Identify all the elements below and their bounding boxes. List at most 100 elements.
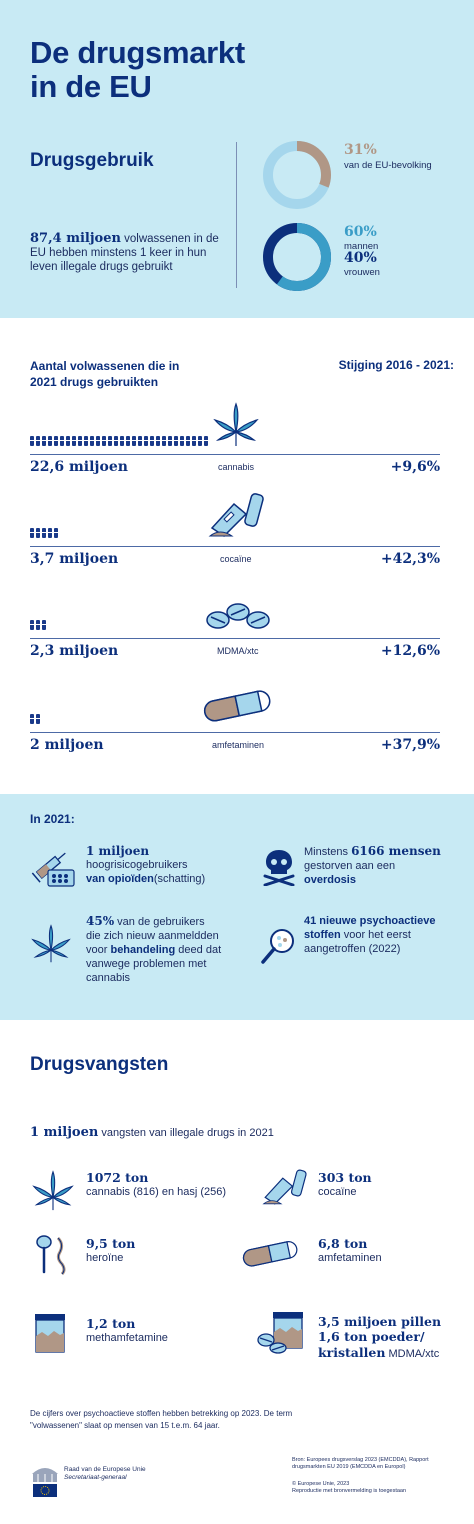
row-line <box>30 454 440 455</box>
new-substances-text: 41 nieuwe psychoactieve stoffen voor het… <box>304 915 436 955</box>
person-icon <box>204 436 208 446</box>
person-icon <box>102 436 106 446</box>
drug-use-summary: 87,4 miljoen volwassenen in de EU hebben… <box>30 231 219 274</box>
person-icon <box>120 436 124 446</box>
population-label: van de EU-bevolking <box>344 160 432 171</box>
council-name: Raad van de Europese Unie Secretariaat-g… <box>64 1466 146 1481</box>
person-icon <box>78 436 82 446</box>
in-2021-section: In 2021: 1 miljoen hoogrisicogebruikers … <box>0 794 474 1020</box>
jar-pills-icon <box>257 1312 303 1354</box>
person-icon <box>30 528 34 538</box>
users-heading: Aantal volwassenen die in 2021 drugs geb… <box>30 359 180 389</box>
row-line <box>30 546 440 547</box>
donut-population-segment <box>263 141 331 209</box>
change-cocaine: +42,3% <box>380 551 440 567</box>
person-icon <box>168 436 172 446</box>
person-icon <box>84 436 88 446</box>
in-2021-heading: In 2021: <box>30 812 75 826</box>
men-label: mannen <box>344 241 379 252</box>
person-icon <box>192 436 196 446</box>
person-icon <box>60 436 64 446</box>
capsule-icon <box>203 690 271 722</box>
person-icon <box>126 436 130 446</box>
overdose-text: Minstens 6166 mensen gestorven aan een o… <box>304 844 441 886</box>
spoon-icon <box>36 1235 66 1276</box>
footnote: De cijfers over psychoactieve stoffen he… <box>30 1409 293 1430</box>
person-icon <box>132 436 136 446</box>
person-icon <box>186 436 190 446</box>
person-icon <box>42 620 46 630</box>
copyright: © Europese Unie, 2023 Reproductie met br… <box>292 1481 407 1494</box>
source: Bron: Europees drugsverslag 2023 (EMCDDA… <box>292 1457 429 1470</box>
cannabis-leaf-icon <box>213 402 259 446</box>
razor-blade-icon <box>208 493 264 537</box>
seizure-amphetamines: 6,8 ton amfetaminen <box>318 1236 382 1264</box>
drug-mdma: MDMA/xtc <box>217 646 259 656</box>
seizures-summary: 1 miljoen vangsten van illegale drugs in… <box>30 1125 274 1140</box>
skull-icon <box>263 850 295 886</box>
drug-cannabis: cannabis <box>218 462 255 472</box>
women-pct: 40% <box>344 250 377 266</box>
people-icons-cannabis <box>30 436 210 449</box>
donut-men-segment <box>263 223 331 291</box>
drug-use-heading: Drugsgebruik <box>30 150 154 171</box>
person-icon <box>30 436 34 446</box>
seizure-cocaine: 303 ton cocaïne <box>318 1170 372 1198</box>
opioid-users-text: 1 miljoen hoogrisicogebruikers van opioï… <box>86 844 206 885</box>
gender-donut <box>263 223 331 291</box>
jar-icon <box>35 1314 65 1353</box>
cannabis-leaf-icon <box>31 924 71 963</box>
person-icon <box>42 436 46 446</box>
amount-amphetamines: 2 miljoen <box>30 737 104 753</box>
razor-blade-icon <box>262 1169 307 1205</box>
change-amphetamines: +37,9% <box>380 737 440 753</box>
person-icon <box>162 436 166 446</box>
seizure-heroin: 9,5 ton heroïne <box>86 1236 136 1264</box>
person-icon <box>90 436 94 446</box>
person-icon <box>36 620 40 630</box>
amount-cannabis: 22,6 miljoen <box>30 459 128 475</box>
drug-cocaine: cocaïne <box>220 554 252 564</box>
person-icon <box>180 436 184 446</box>
cannabis-leaf-icon <box>32 1170 74 1211</box>
person-icon <box>30 714 34 724</box>
page-title: De drugsmarkt in de EU <box>30 35 245 104</box>
header-section: De drugsmarkt in de EU Drugsgebruik 87,4… <box>0 0 474 318</box>
person-icon <box>36 714 40 724</box>
drug-amphetamines: amfetaminen <box>212 740 265 750</box>
person-icon <box>144 436 148 446</box>
person-icon <box>72 436 76 446</box>
seizure-methamphetamine: 1,2 ton methamfetamine <box>86 1316 168 1344</box>
seizure-cannabis: 1072 ton cannabis (816) en hasj (256) <box>86 1170 227 1198</box>
seizure-mdma: 3,5 miljoen pillen 1,6 ton poeder/ krist… <box>318 1314 442 1360</box>
person-icon <box>54 528 58 538</box>
person-icon <box>36 528 40 538</box>
person-icon <box>54 436 58 446</box>
amount-cocaine: 3,7 miljoen <box>30 551 119 567</box>
increase-heading: Stijging 2016 - 2021: <box>338 358 454 372</box>
person-icon <box>42 528 46 538</box>
syringe-icon <box>31 852 75 887</box>
person-icon <box>174 436 178 446</box>
person-icon <box>96 436 100 446</box>
person-icon <box>156 436 160 446</box>
people-icons-cocaine <box>30 528 60 541</box>
amount-mdma: 2,3 miljoen <box>30 643 119 659</box>
row-line <box>30 732 440 733</box>
change-cannabis: +9,6% <box>390 459 440 475</box>
seizures-heading: Drugsvangsten <box>30 1054 169 1075</box>
pills-icon <box>206 603 270 629</box>
person-icon <box>198 436 202 446</box>
person-icon <box>30 620 34 630</box>
row-line <box>30 638 440 639</box>
capsule-icon <box>242 1241 298 1267</box>
men-pct: 60% <box>344 224 377 240</box>
person-icon <box>48 436 52 446</box>
divider <box>236 142 237 288</box>
people-icons-amphetamines <box>30 714 42 727</box>
seizures-section: Drugsvangsten 1 miljoen vangsten van ill… <box>0 1020 474 1524</box>
change-mdma: +12,6% <box>380 643 440 659</box>
treatment-text: 45% van de gebruikers die zich nieuw aan… <box>86 914 222 984</box>
person-icon <box>36 436 40 446</box>
population-donut <box>263 141 331 209</box>
